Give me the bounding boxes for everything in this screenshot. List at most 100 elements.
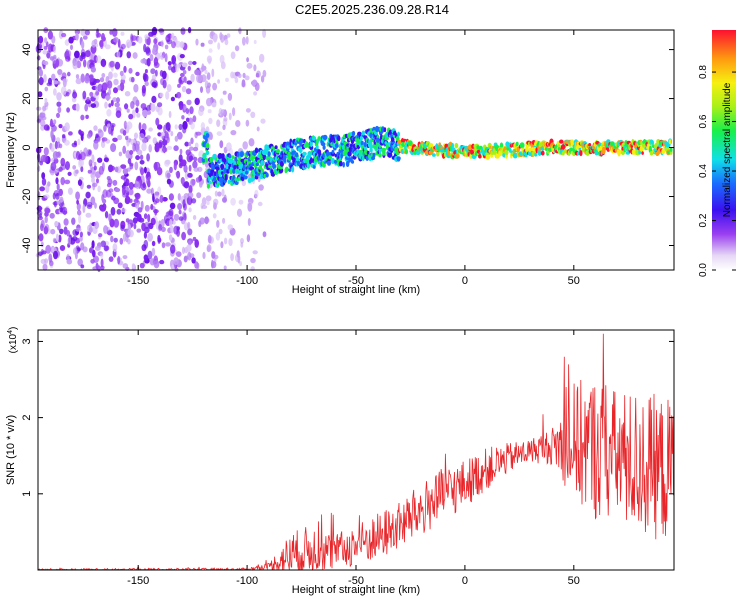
spectrogram-noise-point [94, 221, 100, 230]
spectrogram-noise-point [120, 43, 126, 50]
spectrogram-noise-point [150, 68, 156, 75]
spectrogram-ridge-point [387, 151, 393, 158]
spectrogram-noise-point [141, 222, 146, 232]
spectrogram-noise-point [146, 135, 151, 140]
spectrogram-noise-point [42, 154, 49, 163]
snr-y-label: SNR (10 * v/v) [5, 415, 17, 485]
spectrogram-noise-point [157, 107, 163, 116]
spectrogram-ridge-point [224, 174, 228, 181]
spectrogram-noise-point [81, 52, 86, 57]
spectrogram-noise-point [50, 118, 53, 127]
spectrogram-noise-point [56, 92, 62, 101]
spectrogram-noise-point [212, 34, 218, 43]
spectrogram-noise-point [151, 81, 157, 88]
spectrogram-noise-point [62, 134, 66, 139]
spectrogram-noise-point [177, 193, 181, 201]
spectrogram-noise-point [60, 177, 65, 186]
spectrogram-noise-point [219, 98, 224, 106]
spectrogram-ridge-point [512, 152, 518, 159]
spectrogram-ridge-point [291, 166, 295, 173]
spectrogram-noise-point [72, 91, 78, 99]
x-tick-label: 0 [462, 275, 468, 287]
spectrogram-noise-point [187, 172, 193, 178]
spectrogram-ridge-point [650, 140, 654, 145]
spectrogram-ridge-point [468, 144, 473, 151]
x-tick-label: -150 [127, 275, 149, 287]
spectrogram-ridge-point [381, 147, 387, 152]
spectrogram-ridge-point [641, 151, 644, 155]
spectrogram-noise-point [208, 48, 213, 53]
spectrogram-noise-point [136, 149, 143, 155]
spectrogram-noise-point [143, 73, 149, 83]
spectrogram-noise-point [39, 160, 44, 166]
snr-x-label: Height of straight line (km) [292, 584, 420, 596]
spectrogram-noise-point [235, 120, 241, 127]
spectrogram-noise-point [230, 197, 236, 206]
spectrogram-noise-point [191, 257, 196, 264]
spectrogram-ridge-point [404, 149, 409, 155]
spectrogram-noise-point [103, 124, 107, 132]
spectrogram-noise-point [138, 122, 142, 132]
spectrogram-noise-point [202, 251, 206, 260]
spectrogram-noise-point [89, 222, 93, 229]
spectrogram-noise-point [246, 57, 250, 63]
spectrogram-ridge-point [390, 137, 395, 142]
colorbar-tick-label: 0.6 [698, 114, 709, 128]
spectrogram-noise-point [93, 125, 98, 131]
spectrogram-ridge-point [478, 154, 482, 159]
spectrogram-noise-point [160, 131, 165, 140]
spectrogram-ridge-point [272, 163, 277, 170]
spectrogram-y-label: Frequency (Hz) [5, 112, 17, 188]
spectrogram-noise-point [135, 202, 140, 209]
spectrogram-noise-point [100, 258, 104, 268]
spectrogram-noise-point [190, 122, 195, 130]
spectrogram-noise-point [41, 41, 45, 50]
spectrogram-ridge-point [239, 151, 244, 158]
spectrogram-noise-point [196, 192, 202, 199]
spectrogram-noise-point [228, 112, 232, 121]
spectrogram-noise-point [200, 42, 205, 47]
spectrogram-noise-point [96, 137, 101, 143]
spectrogram-noise-point [147, 222, 152, 228]
spectrogram-noise-point [135, 155, 141, 161]
colorbar-gradient [712, 30, 736, 270]
spectrogram-noise-point [86, 96, 90, 102]
spectrogram-noise-point [80, 114, 85, 121]
spectrogram-noise-point [167, 61, 172, 66]
spectrogram-noise-point [147, 232, 154, 242]
spectrogram-noise-point [89, 247, 93, 254]
spectrogram-ridge-point [534, 152, 538, 157]
snr-y-ticks: 1 2 3 [21, 338, 674, 497]
spectrogram-ridge-point [515, 141, 519, 147]
spectrogram-noise-point [134, 161, 139, 171]
spectrogram-noise-point [170, 96, 175, 102]
spectrogram-noise-point [114, 61, 121, 70]
spectrogram-noise-point [58, 234, 62, 243]
spectrogram-noise-point [139, 160, 145, 165]
spectrogram-noise-point [80, 133, 84, 141]
spectrogram-ridge-point [228, 154, 232, 158]
spectrogram-noise-point [97, 157, 103, 163]
spectrogram-noise-point [75, 74, 80, 79]
spectrogram-noise-point [262, 231, 267, 238]
spectrogram-noise-point [135, 181, 140, 190]
spectrogram-noise-point [41, 178, 47, 186]
spectrogram-noise-point [198, 220, 202, 228]
spectrogram-noise-point [178, 123, 183, 131]
spectrogram-noise-point [200, 122, 206, 130]
spectrogram-ridge-point [279, 161, 284, 167]
spectrogram-noise-point [125, 218, 130, 223]
spectrogram-noise-point [56, 101, 62, 107]
spectrogram-noise-point [181, 62, 188, 68]
spectrogram-noise-point [108, 213, 112, 223]
spectrogram-noise-point [149, 54, 154, 62]
spectrogram-noise-point [160, 54, 164, 60]
spectrogram-noise-point [150, 203, 154, 210]
spectrogram-noise-point [44, 258, 49, 264]
spectrogram-ridge-point [265, 172, 269, 178]
spectrogram-noise-point [164, 130, 169, 139]
spectrogram-noise-point [176, 63, 182, 68]
spectrogram-ridge-point [524, 152, 528, 158]
spectrogram-ridge-point [610, 142, 615, 147]
spectrogram-ridge-point [322, 134, 328, 141]
